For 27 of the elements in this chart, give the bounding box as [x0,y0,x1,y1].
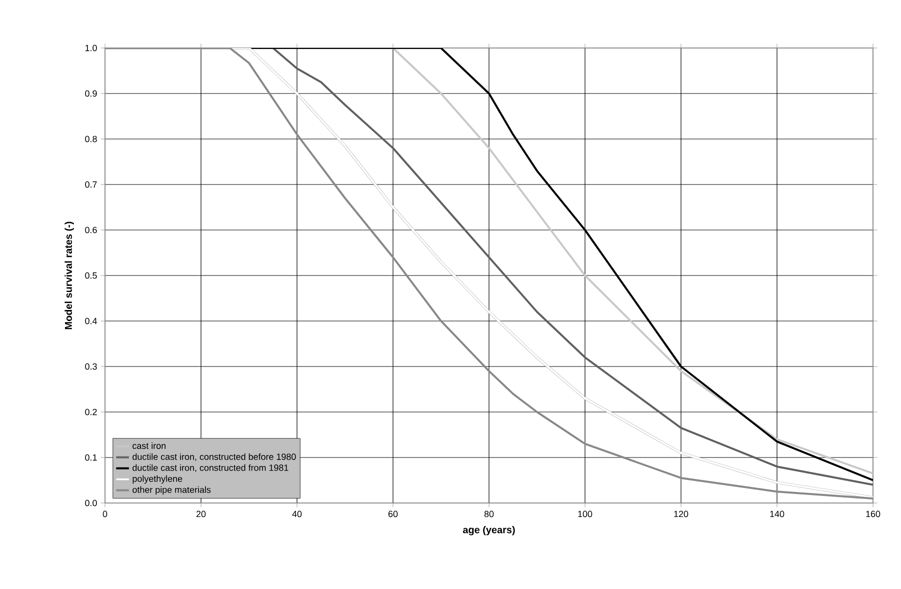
y-tick-label: 1.0 [85,44,97,52]
legend-label: ductile cast iron, constructed before 1980 [132,453,296,461]
y-tick-label: 0.6 [85,226,97,234]
legend-label: cast iron [132,442,166,449]
x-tick-label: 140 [770,510,784,518]
legend-label: other pipe materials [132,486,211,495]
x-tick-label: 0 [102,510,108,518]
x-tick-label: 100 [578,510,592,518]
y-tick-label: 0.3 [85,363,97,370]
x-tick-label: 40 [292,510,302,518]
y-tick-label: 0.7 [85,181,97,188]
y-tick-label: 0.2 [85,408,97,416]
x-tick-label: 160 [866,510,880,518]
y-tick-label: 0.9 [85,90,97,97]
y-tick-label: 0.4 [85,318,97,324]
x-tick-label: 120 [674,510,688,518]
y-tick-label: 0.8 [85,136,97,142]
legend-label: polyethylene [132,475,182,484]
y-tick-label: 0.1 [85,454,97,461]
x-axis-title: age (years) [462,526,515,536]
x-tick-label: 20 [196,510,206,518]
y-axis-title: Model survival rates (-) [64,222,74,330]
legend-label: ductile cast iron, constructed from 1981 [132,464,288,472]
y-tick-label: 0.0 [85,500,97,506]
x-tick-label: 80 [484,510,494,518]
y-tick-label: 0.5 [85,272,97,279]
x-tick-label: 60 [388,510,398,518]
